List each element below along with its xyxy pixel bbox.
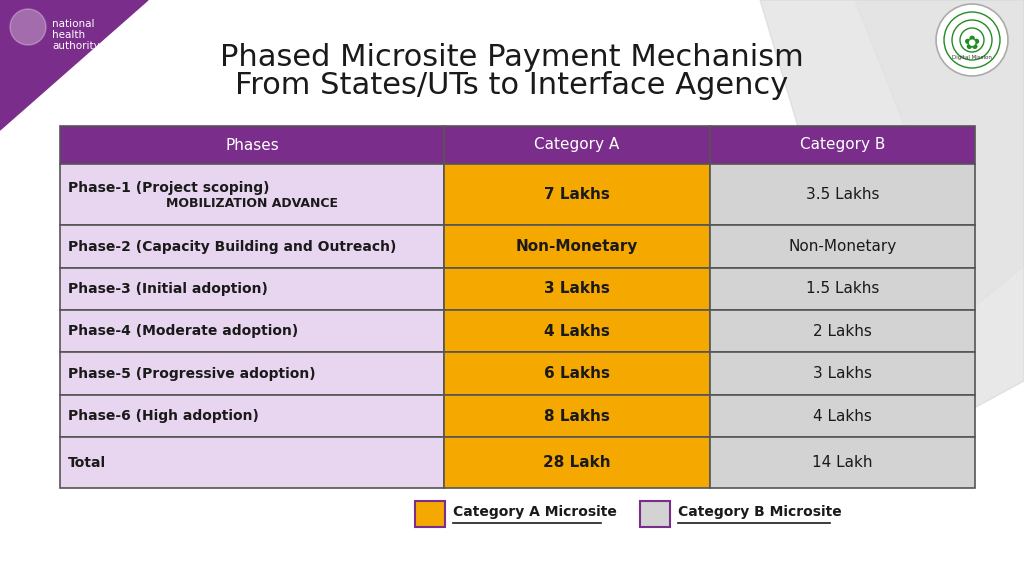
Bar [640,501,670,527]
Bar [444,126,710,164]
Text: MOBILIZATION ADVANCE: MOBILIZATION ADVANCE [166,197,338,210]
Bar [710,353,975,395]
Bar [444,225,710,268]
Text: 3 Lakhs: 3 Lakhs [544,282,610,297]
Bar [415,501,445,527]
Bar [444,353,710,395]
Text: 28 Lakh: 28 Lakh [543,455,610,470]
Bar [710,437,975,488]
Text: Category B: Category B [800,138,885,153]
Text: ✿: ✿ [964,33,980,52]
Text: 4 Lakhs: 4 Lakhs [813,408,871,423]
Text: Phase-5 (Progressive adoption): Phase-5 (Progressive adoption) [68,367,315,381]
Text: Phase-3 (Initial adoption): Phase-3 (Initial adoption) [68,282,268,296]
Polygon shape [855,0,1024,306]
Text: Phase-1 (Project scoping): Phase-1 (Project scoping) [68,181,269,195]
Bar [60,437,444,488]
Text: Total: Total [68,456,106,469]
Polygon shape [760,0,1024,451]
Bar [710,310,975,353]
Polygon shape [0,0,148,130]
Text: 2 Lakhs: 2 Lakhs [813,324,871,339]
Bar [60,353,444,395]
Bar [444,437,710,488]
Text: 14 Lakh: 14 Lakh [812,455,872,470]
Bar [710,395,975,437]
Text: 7 Lakhs: 7 Lakhs [544,187,610,202]
Text: 6 Lakhs: 6 Lakhs [544,366,610,381]
Circle shape [10,9,46,45]
Text: authority: authority [52,41,99,51]
Text: Digital Mission: Digital Mission [952,55,992,59]
Bar [60,164,444,225]
Text: Phased Microsite Payment Mechanism: Phased Microsite Payment Mechanism [220,44,804,73]
Bar [444,395,710,437]
Text: Phase-4 (Moderate adoption): Phase-4 (Moderate adoption) [68,324,298,338]
Text: Category B Microsite: Category B Microsite [678,505,842,519]
Bar [444,268,710,310]
Text: Phase-6 (High adoption): Phase-6 (High adoption) [68,409,259,423]
Text: From States/UTs to Interface Agency: From States/UTs to Interface Agency [236,71,788,100]
Text: Category A Microsite: Category A Microsite [453,505,616,519]
Text: Non-Monetary: Non-Monetary [516,239,638,254]
Bar [710,164,975,225]
Bar [60,225,444,268]
Text: 8 Lakhs: 8 Lakhs [544,408,610,423]
Text: 1.5 Lakhs: 1.5 Lakhs [806,282,879,297]
Bar [444,310,710,353]
Bar [60,395,444,437]
Bar [60,268,444,310]
Bar [444,164,710,225]
Text: health: health [52,30,85,40]
Text: 3.5 Lakhs: 3.5 Lakhs [806,187,879,202]
Text: 4 Lakhs: 4 Lakhs [544,324,610,339]
Text: national: national [52,19,94,29]
Text: Phases: Phases [225,138,279,153]
Text: Category A: Category A [535,138,620,153]
Bar [710,225,975,268]
Text: 3 Lakhs: 3 Lakhs [813,366,871,381]
Bar [60,126,444,164]
Text: Phase-2 (Capacity Building and Outreach): Phase-2 (Capacity Building and Outreach) [68,240,396,253]
Circle shape [936,4,1008,76]
Text: Non-Monetary: Non-Monetary [788,239,896,254]
Bar [710,126,975,164]
Bar [60,310,444,353]
Bar [710,268,975,310]
